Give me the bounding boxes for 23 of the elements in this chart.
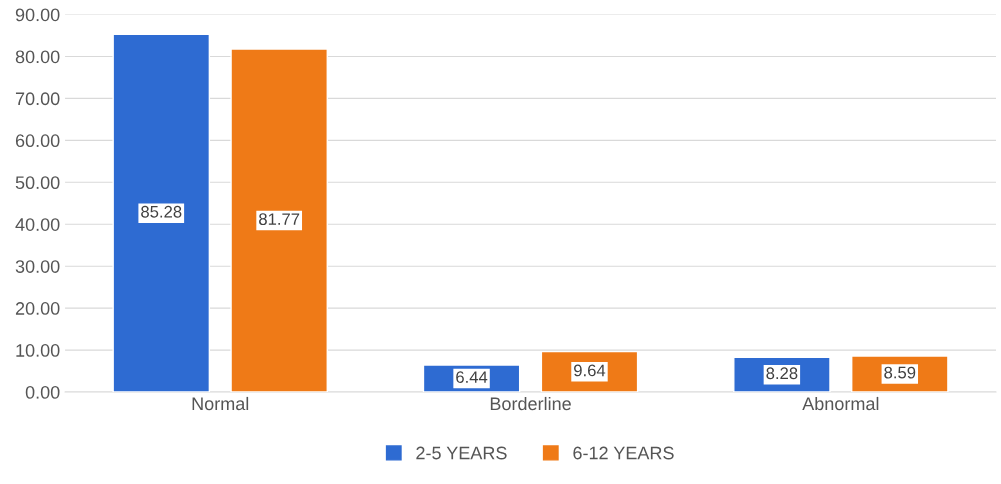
x-tick-label: Borderline (490, 396, 571, 411)
y-tick-label: 40.00 (15, 218, 60, 231)
y-tick-label: 30.00 (15, 260, 60, 273)
legend-label: 6-12 YEARS (573, 446, 674, 460)
data-label: 81.77 (259, 213, 300, 226)
data-label: 85.28 (141, 205, 182, 218)
y-tick-label: 10.00 (16, 344, 60, 357)
y-tick-label: 60.00 (15, 134, 60, 148)
data-label: 6.44 (456, 371, 488, 384)
y-tick-label: 70.00 (15, 92, 60, 106)
data-label: 9.64 (574, 364, 606, 377)
y-tick-label: 20.00 (15, 302, 60, 315)
y-tick-label: 0.00 (25, 385, 60, 399)
data-label: 8.59 (884, 366, 916, 379)
data-label: 8.28 (766, 367, 798, 380)
y-tick-label: 50.00 (15, 176, 60, 190)
legend-label: 2-5 YEARS (416, 446, 507, 460)
bar (230, 48, 328, 393)
y-tick-label: 90.00 (15, 8, 60, 22)
x-tick-label: Abnormal (802, 396, 879, 411)
y-tick-label: 80.00 (15, 50, 60, 64)
x-tick-label: Normal (192, 396, 249, 411)
bar (112, 33, 211, 393)
